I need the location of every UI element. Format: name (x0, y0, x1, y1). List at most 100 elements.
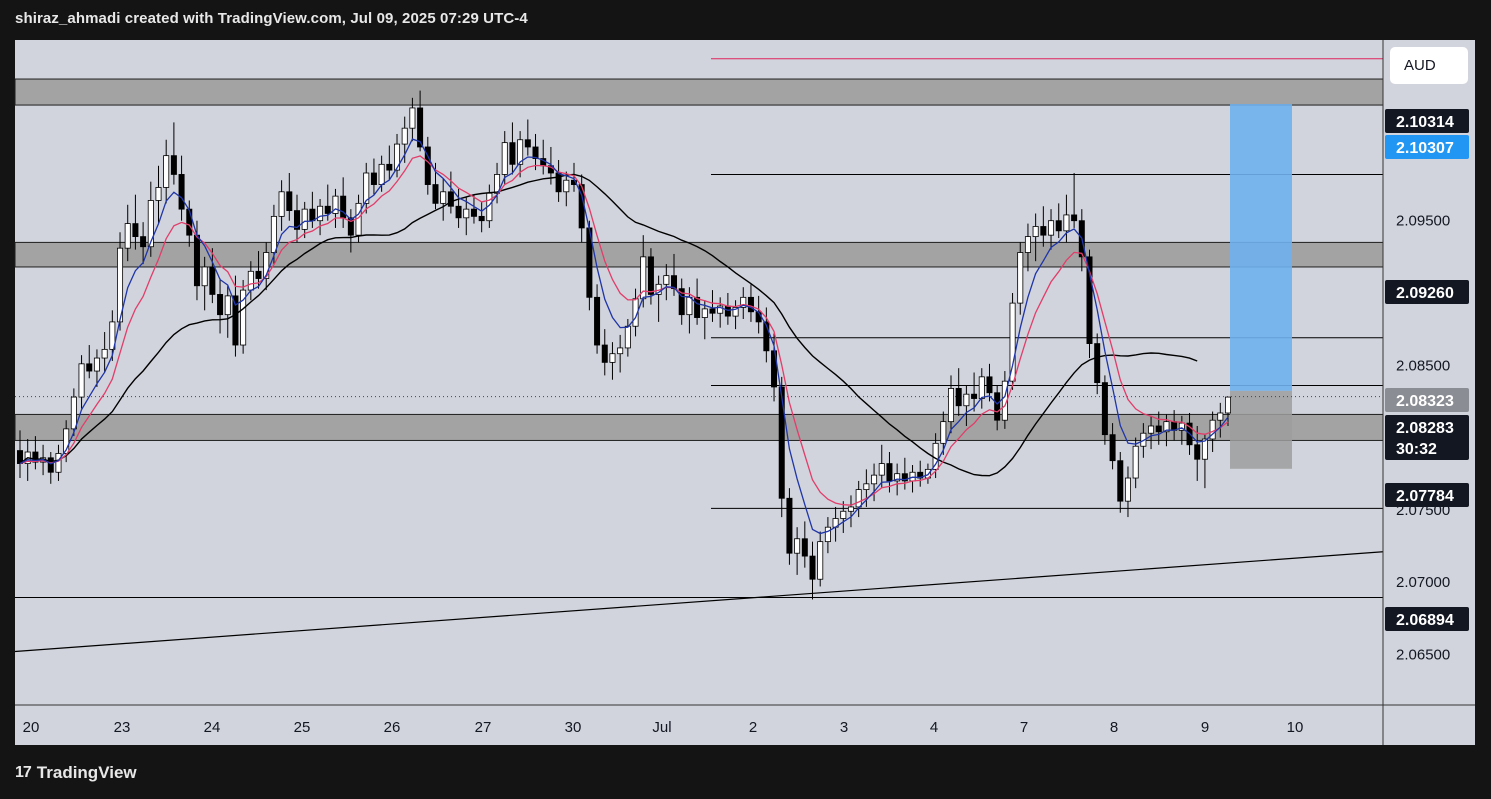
candle-body (1163, 421, 1170, 433)
candle-body (32, 451, 39, 463)
candle-body (855, 489, 862, 508)
candle-body (1140, 432, 1147, 447)
candle-body (270, 215, 277, 253)
x-tick-label: Jul (652, 719, 671, 736)
candle-body (570, 179, 577, 185)
candle-body (1155, 425, 1162, 433)
candle-body (394, 143, 401, 171)
candle-body (370, 172, 377, 185)
x-tick-label: 8 (1110, 719, 1118, 736)
price-label: 2.10314 (1396, 114, 1454, 131)
candle-body (1217, 412, 1224, 421)
x-tick-label: 10 (1287, 719, 1304, 736)
candle-body (155, 187, 162, 201)
candle-body (801, 538, 808, 557)
candle-body (1124, 477, 1131, 502)
price-label-bg (1385, 388, 1469, 412)
candle-body (47, 457, 54, 473)
candle-body (517, 139, 524, 165)
candle-body (524, 139, 531, 148)
candle-body (363, 172, 370, 204)
candle-body (1009, 302, 1016, 382)
candle-body (78, 363, 85, 398)
chart-attribution: shiraz_ahmadi created with TradingView.c… (15, 10, 528, 27)
candle-body (609, 353, 616, 363)
candle-body (378, 163, 385, 185)
price-label-bg (1385, 109, 1469, 133)
x-tick-label: 20 (23, 719, 40, 736)
candle-body (817, 541, 824, 580)
candle-body (847, 506, 854, 512)
candle-body (509, 142, 516, 165)
candle-body (332, 195, 339, 214)
x-tick-label: 2 (749, 719, 757, 736)
candle-body (624, 325, 631, 349)
candle-body (286, 191, 293, 211)
candle-body (778, 386, 785, 499)
candle-body (1032, 226, 1039, 238)
candle-body (478, 215, 485, 222)
candle-body (186, 208, 193, 236)
price-label: 2.07784 (1396, 488, 1454, 505)
price-label-bg (1385, 436, 1469, 460)
x-tick-label: 26 (384, 719, 401, 736)
footer-brand: 17 TradingView (15, 763, 137, 783)
x-tick-label: 27 (475, 719, 492, 736)
zone-0 (14, 78, 1384, 106)
candle-body (824, 526, 831, 543)
candle-body (794, 538, 801, 554)
zone-1 (14, 241, 1384, 268)
trendline (14, 551, 1384, 653)
position-target-box (1230, 104, 1292, 391)
candle-body (1063, 214, 1070, 232)
candle-body (178, 174, 185, 210)
candle-body (386, 163, 393, 171)
candle-body (617, 347, 624, 355)
price-label: 2.06894 (1396, 612, 1454, 629)
candle-body (1178, 422, 1185, 431)
candle-body (1024, 236, 1031, 253)
candle-body (347, 217, 354, 236)
candle-body (424, 146, 431, 185)
candle-body (555, 172, 562, 193)
candle-body (809, 555, 816, 580)
candle-body (417, 107, 424, 148)
price-label-bg (1385, 280, 1469, 304)
y-tick-label: 2.07000 (1396, 574, 1450, 591)
candle-body (786, 497, 793, 554)
candle-body (1117, 460, 1124, 502)
candle-body (594, 296, 601, 346)
candle-body (663, 275, 670, 285)
candle-body (686, 296, 693, 316)
tradingview-logo-icon: 17 (15, 764, 32, 781)
candle-body (109, 321, 116, 350)
ema-fast-line (19, 138, 1229, 535)
x-tick-label: 7 (1020, 719, 1028, 736)
candle-body (732, 307, 739, 317)
price-label: 2.09260 (1396, 285, 1454, 302)
candle-body (217, 294, 224, 316)
ema-slow-line (19, 155, 1229, 506)
x-tick-label: 30 (565, 719, 582, 736)
candle-body (293, 210, 300, 230)
candle-body (894, 473, 901, 482)
candle-body (1225, 396, 1232, 414)
candle-body (440, 191, 447, 204)
candle-body (124, 223, 131, 249)
candle-body (971, 393, 978, 399)
candle-body (463, 208, 470, 219)
price-label: 2.08323 (1396, 393, 1454, 410)
candle-body (871, 474, 878, 485)
candle-body (232, 295, 239, 346)
candle-body (878, 463, 885, 476)
candles (16, 90, 1232, 600)
x-tick-label: 4 (930, 719, 938, 736)
candle-body (563, 179, 570, 193)
candle-body (301, 208, 308, 230)
candle-body (955, 388, 962, 407)
candle-body (101, 348, 108, 359)
currency-button[interactable]: AUD (1390, 47, 1468, 84)
candle-body (140, 236, 147, 248)
ma-long-line (19, 173, 1198, 477)
